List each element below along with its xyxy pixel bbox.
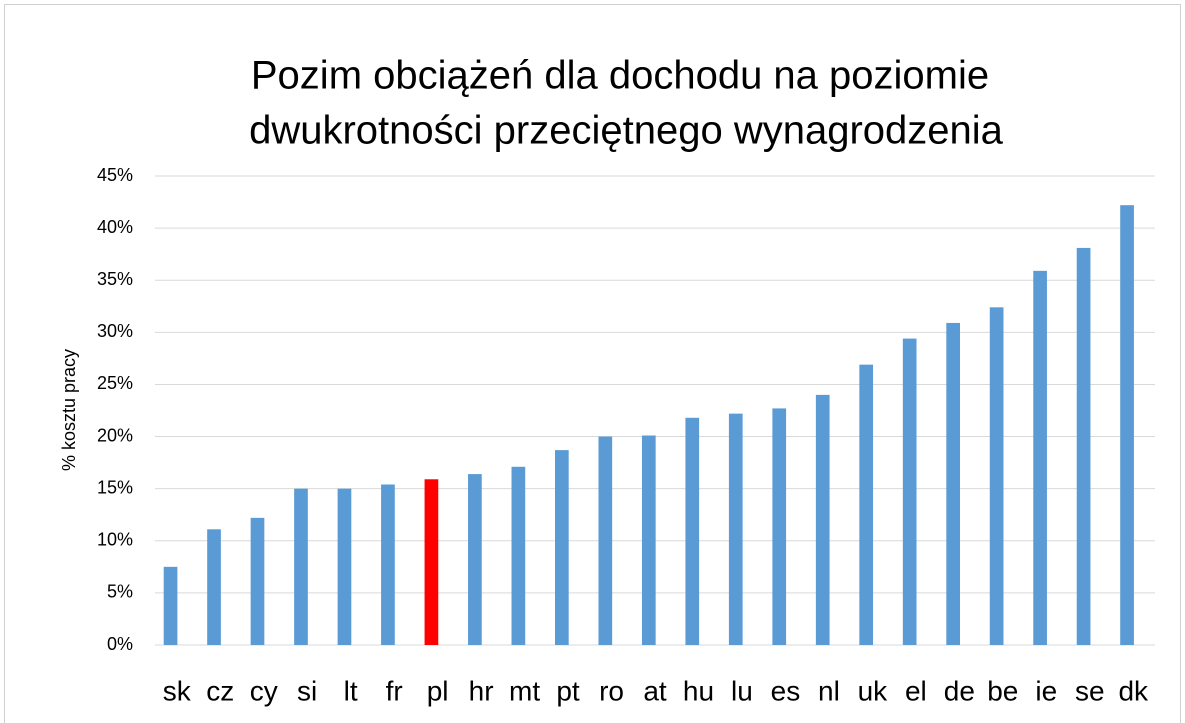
x-tick-label: mt bbox=[509, 675, 540, 706]
x-tick-label: sk bbox=[163, 675, 192, 706]
y-tick-label: 10% bbox=[97, 530, 133, 550]
x-tick-label: hu bbox=[683, 675, 714, 706]
y-tick-label: 5% bbox=[107, 582, 133, 602]
bar bbox=[250, 517, 265, 645]
chart-frame bbox=[4, 4, 1181, 723]
x-tick-label: uk bbox=[858, 675, 889, 706]
x-tick-label: fr bbox=[386, 675, 403, 706]
bar bbox=[381, 484, 395, 645]
bar bbox=[641, 435, 656, 645]
bar bbox=[1076, 247, 1091, 645]
x-tick-label: ie bbox=[1035, 675, 1057, 706]
bar bbox=[772, 408, 787, 645]
bar bbox=[207, 529, 221, 645]
bar bbox=[294, 488, 308, 645]
x-tick-label: lt bbox=[344, 675, 358, 706]
bar bbox=[728, 413, 743, 645]
x-tick-label: si bbox=[297, 675, 317, 706]
chart-title: Pozim obciążeń dla dochodu na poziomie bbox=[251, 54, 989, 98]
bar bbox=[1120, 205, 1134, 645]
y-tick-label: 40% bbox=[97, 217, 133, 237]
y-tick-label: 45% bbox=[97, 165, 133, 185]
y-tick-label: 25% bbox=[97, 373, 133, 393]
x-tick-label: lu bbox=[731, 675, 753, 706]
bar bbox=[1033, 270, 1047, 645]
x-tick-label: se bbox=[1075, 675, 1105, 706]
bar bbox=[685, 417, 700, 645]
bar bbox=[163, 566, 178, 645]
y-tick-label: 20% bbox=[97, 425, 133, 445]
bar bbox=[815, 394, 830, 645]
x-tick-label: cy bbox=[250, 675, 278, 706]
bar bbox=[511, 466, 526, 645]
bar bbox=[598, 436, 613, 645]
bar bbox=[468, 474, 482, 645]
x-tick-label: es bbox=[771, 675, 801, 706]
bar bbox=[424, 479, 439, 645]
y-tick-label: 35% bbox=[97, 269, 133, 289]
y-tick-label: 15% bbox=[97, 477, 133, 497]
x-tick-label: at bbox=[643, 675, 667, 706]
x-tick-label: de bbox=[944, 675, 975, 706]
x-tick-label: be bbox=[987, 675, 1018, 706]
x-tick-label: cz bbox=[206, 675, 234, 706]
bar bbox=[902, 338, 917, 645]
y-axis-label: % kosztu pracy bbox=[59, 349, 79, 471]
y-tick-label: 30% bbox=[97, 321, 133, 341]
bar bbox=[946, 322, 960, 645]
bar bbox=[555, 450, 569, 645]
x-tick-label: pl bbox=[427, 675, 449, 706]
x-tick-label: nl bbox=[818, 675, 840, 706]
x-tick-label: hr bbox=[469, 675, 494, 706]
bar bbox=[859, 364, 874, 645]
y-tick-label: 0% bbox=[107, 634, 133, 654]
bar bbox=[337, 488, 352, 645]
chart-title: dwukrotności przeciętnego wynagrodzenia bbox=[249, 109, 1004, 153]
bar bbox=[989, 307, 1004, 645]
x-tick-label: el bbox=[905, 675, 927, 706]
x-tick-label: dk bbox=[1118, 675, 1149, 706]
x-tick-label: ro bbox=[599, 675, 624, 706]
x-tick-label: pt bbox=[556, 675, 580, 706]
